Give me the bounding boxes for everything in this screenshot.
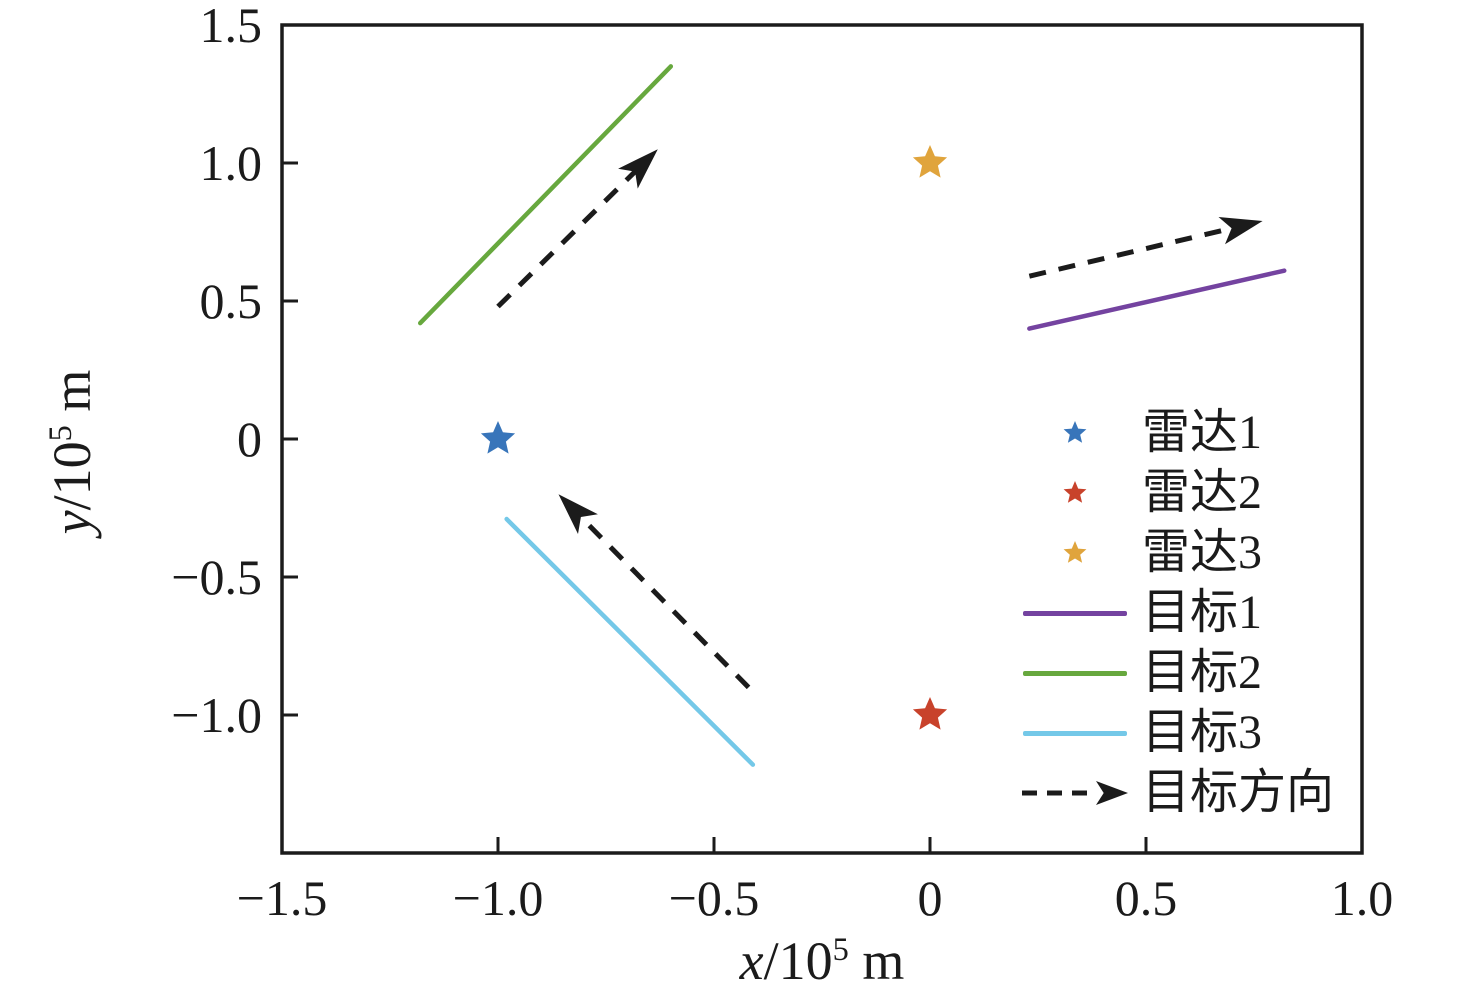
legend-item-radar-1: 雷达1 bbox=[1020, 403, 1334, 463]
y-tick-label: −1.0 bbox=[171, 687, 262, 743]
x-axis-label-unit-post: m bbox=[848, 931, 905, 991]
star-icon bbox=[1063, 421, 1087, 443]
target-direction-legend-arrow-icon bbox=[1020, 763, 1130, 823]
target-2-trajectory-line bbox=[417, 64, 674, 326]
y-axis-label-unit-pre: /10 bbox=[42, 441, 102, 511]
star-icon bbox=[1063, 481, 1087, 503]
x-tick-label: −0.5 bbox=[669, 870, 760, 926]
legend-label-radar-3: 雷达3 bbox=[1142, 526, 1263, 579]
legend-label-target-3: 目标3 bbox=[1142, 706, 1263, 759]
legend: 雷达1 雷达2 雷达3 目标1 目标2 目标3 目标方向 bbox=[1020, 403, 1334, 823]
target-1-trajectory-line bbox=[1027, 268, 1287, 331]
legend-item-target-direction: 目标方向 bbox=[1020, 763, 1334, 823]
radar-2-star-marker bbox=[912, 697, 948, 730]
star-icon-shape bbox=[1063, 541, 1087, 563]
target-3-legend-line-swatch bbox=[1020, 703, 1130, 763]
x-tick-label: −1.5 bbox=[237, 870, 328, 926]
legend-label-radar-1: 雷达1 bbox=[1142, 406, 1263, 459]
x-tick-label: 1.0 bbox=[1331, 870, 1394, 926]
legend-item-radar-2: 雷达2 bbox=[1020, 463, 1334, 523]
legend-item-radar-3: 雷达3 bbox=[1020, 523, 1334, 583]
arrow-target-3-dashed-shaft bbox=[577, 513, 751, 690]
legend-item-target-1: 目标1 bbox=[1020, 583, 1334, 643]
y-tick-label: −0.5 bbox=[171, 549, 262, 605]
target-2-legend-line-swatch bbox=[1020, 643, 1130, 703]
x-axis-label-exponent: 5 bbox=[832, 932, 849, 968]
x-tick-label: −1.0 bbox=[453, 870, 544, 926]
legend-item-target-3: 目标3 bbox=[1020, 703, 1334, 763]
dashed-arrow-head bbox=[1096, 781, 1128, 805]
x-tick-label: 0.5 bbox=[1115, 870, 1178, 926]
x-tick-label: 0 bbox=[918, 870, 943, 926]
star-icon-shape bbox=[1063, 481, 1087, 503]
y-axis-label-unit-post: m bbox=[42, 369, 102, 426]
legend-label-radar-2: 雷达2 bbox=[1142, 466, 1263, 519]
arrow-target-3-arrowhead bbox=[558, 494, 598, 534]
radar-1-star-marker bbox=[480, 421, 516, 454]
radar-3-star-marker bbox=[912, 145, 948, 178]
x-axis-label-variable: x bbox=[739, 931, 764, 991]
radar-2-legend-star-icon bbox=[1020, 463, 1130, 523]
radar-1-legend-star-icon bbox=[1020, 403, 1130, 463]
arrow-target-1-arrowhead bbox=[1218, 217, 1263, 245]
legend-label-target-1: 目标1 bbox=[1142, 586, 1263, 639]
radar-3-legend-star-icon bbox=[1020, 523, 1130, 583]
target-1-legend-line-swatch bbox=[1020, 583, 1130, 643]
star-icon-shape bbox=[1063, 421, 1087, 443]
line-swatch bbox=[1023, 610, 1127, 616]
star-icon bbox=[1063, 541, 1087, 563]
legend-label-target-2: 目标2 bbox=[1142, 646, 1263, 699]
line-swatch bbox=[1023, 670, 1127, 676]
arrow-target-2-dashed-shaft bbox=[496, 168, 639, 309]
y-tick-label: 0 bbox=[237, 411, 262, 467]
dashed-arrow-icon bbox=[1022, 781, 1128, 805]
y-tick-label: 1.5 bbox=[200, 0, 263, 53]
x-axis-label: x/105 m bbox=[282, 930, 1362, 992]
y-tick-label: 0.5 bbox=[200, 273, 263, 329]
y-axis-label-exponent: 5 bbox=[43, 425, 79, 442]
legend-label-target-direction: 目标方向 bbox=[1142, 766, 1335, 819]
arrow-target-2-arrowhead bbox=[618, 149, 658, 189]
target-3-trajectory-line bbox=[504, 516, 756, 767]
y-axis-label-variable: y bbox=[42, 510, 102, 535]
arrow-target-1-dashed-shaft bbox=[1028, 225, 1235, 279]
legend-item-target-2: 目标2 bbox=[1020, 643, 1334, 703]
x-axis-label-unit-pre: /10 bbox=[763, 931, 833, 991]
y-axis-label: y/105 m bbox=[41, 370, 103, 535]
line-swatch bbox=[1023, 730, 1127, 736]
y-tick-label: 1.0 bbox=[200, 135, 263, 191]
